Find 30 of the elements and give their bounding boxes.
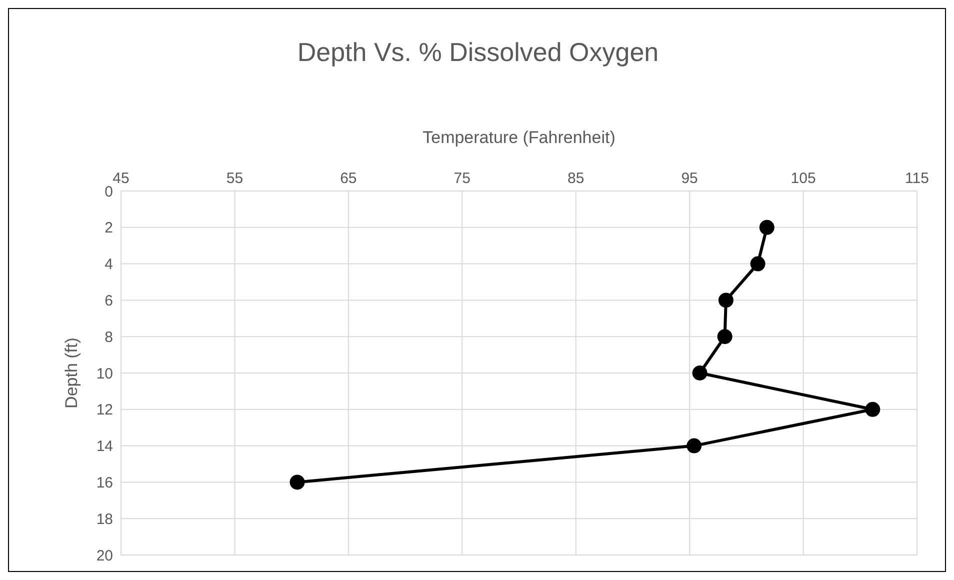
y-tick-label: 16 [96, 474, 113, 492]
y-tick-label: 0 [104, 183, 113, 200]
x-tick-label: 115 [905, 170, 929, 187]
y-tick-label: 2 [104, 220, 113, 237]
x-tick-label: 95 [681, 170, 698, 187]
x-tick-label: 55 [226, 170, 244, 187]
y-tick-label: 20 [96, 547, 113, 564]
y-tick-label: 6 [104, 292, 113, 310]
point [686, 438, 702, 454]
y-tick-label: 12 [96, 402, 113, 419]
y-tick-label: 4 [104, 256, 113, 274]
y-tick-label: 10 [96, 365, 113, 382]
x-tick-label: 105 [790, 170, 816, 187]
x-tick-label: 85 [568, 170, 584, 187]
point [750, 256, 766, 272]
point [759, 220, 774, 235]
y-axis-title: Depth (ft) [62, 338, 82, 408]
x-tick-label: 65 [340, 170, 357, 187]
point [717, 329, 732, 344]
y-tick-label: 18 [96, 510, 113, 528]
point [865, 402, 880, 417]
point [692, 366, 708, 380]
point [718, 292, 734, 308]
point [290, 474, 305, 490]
x-tick-label: 45 [112, 170, 130, 187]
y-tick-label: 14 [96, 438, 113, 456]
x-tick-label: 75 [454, 170, 470, 187]
chart-title: Depth Vs. % Dissolved Oxygen [296, 37, 660, 68]
x-axis-title: Temperature (Fahrenheit) [422, 128, 616, 148]
y-tick-label: 8 [104, 328, 113, 346]
